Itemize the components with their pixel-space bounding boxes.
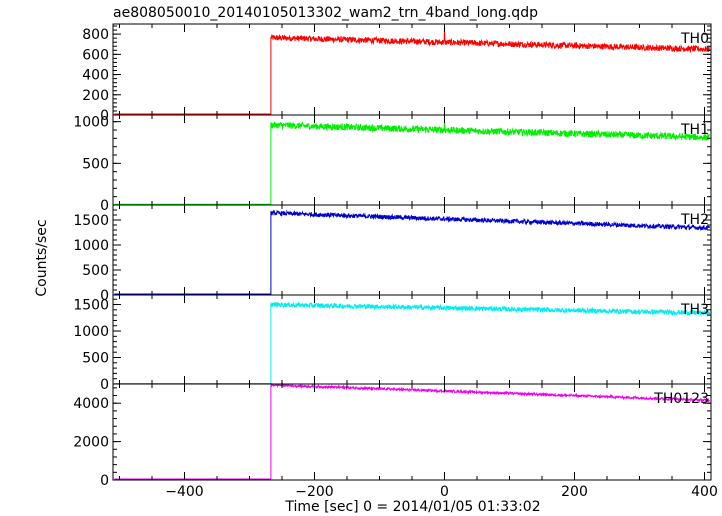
y-tick-label: 0 [100, 198, 109, 214]
y-tick-label: 0 [100, 377, 109, 393]
series-label-th0: TH0 [680, 31, 709, 47]
series-label-th0123: TH0123 [653, 391, 709, 407]
series-line-th1 [114, 114, 710, 205]
series-line-th0123 [114, 382, 711, 480]
series-line-th2 [114, 209, 711, 295]
y-tick-label: 2000 [73, 435, 109, 451]
x-tick-label: −200 [295, 484, 333, 500]
panel-th0123: 0 2000 4000 TH0123 [73, 382, 712, 489]
panel-th1: 0 500 1000 TH1 [73, 114, 712, 214]
y-tick-label: 200 [82, 88, 109, 104]
x-axis-label: Time [sec] 0 = 2014/01/05 01:33:02 [284, 499, 540, 515]
y-tick-label: 1500 [73, 213, 109, 229]
y-tick-label: 0 [100, 108, 109, 124]
y-tick-label: 800 [82, 27, 109, 43]
series-label-th3: TH3 [680, 302, 709, 318]
y-tick-label: 500 [82, 351, 109, 367]
y-axis-label: Counts/sec [34, 219, 50, 296]
y-tick-label: 1000 [73, 324, 109, 340]
y-tick-label: 0 [100, 288, 109, 304]
x-tick-label: 400 [691, 484, 718, 500]
y-tick-label: 400 [82, 68, 109, 84]
y-tick-label: 4000 [73, 396, 109, 412]
panel-th3: 0 500 1000 1500 TH3 [73, 294, 712, 393]
y-tick-label: 1500 [73, 298, 109, 314]
y-tick-label: 1000 [73, 238, 109, 254]
series-line-th3 [114, 301, 711, 384]
panel-frame [112, 114, 712, 206]
y-tick-label: 0 [100, 473, 109, 489]
y-tick-label: 1000 [73, 115, 109, 131]
panel-th2: 0 500 1000 1500 TH2 [73, 204, 712, 304]
x-tick-label: −400 [165, 484, 203, 500]
x-tick-label: 0 [440, 484, 449, 500]
panel-th0: 0 200 400 600 800 TH0 [82, 23, 712, 124]
panel-stack: 0 200 400 600 800 TH0 0 500 1000 TH1 0 500 1000 1500 T… [73, 23, 712, 489]
chart-title: ae808050010_20140105013302_wam2_trn_4ban… [113, 5, 538, 21]
series-label-th1: TH1 [680, 122, 709, 138]
y-tick-label: 500 [82, 263, 109, 279]
y-tick-label: 600 [82, 47, 109, 63]
series-line-th0 [114, 24, 711, 115]
y-tick-label: 500 [82, 156, 109, 172]
panel-frame [112, 23, 712, 116]
x-axis: −400 −200 0 200 400 [165, 484, 718, 500]
x-tick-label: 200 [561, 484, 588, 500]
series-label-th2: TH2 [680, 212, 709, 228]
